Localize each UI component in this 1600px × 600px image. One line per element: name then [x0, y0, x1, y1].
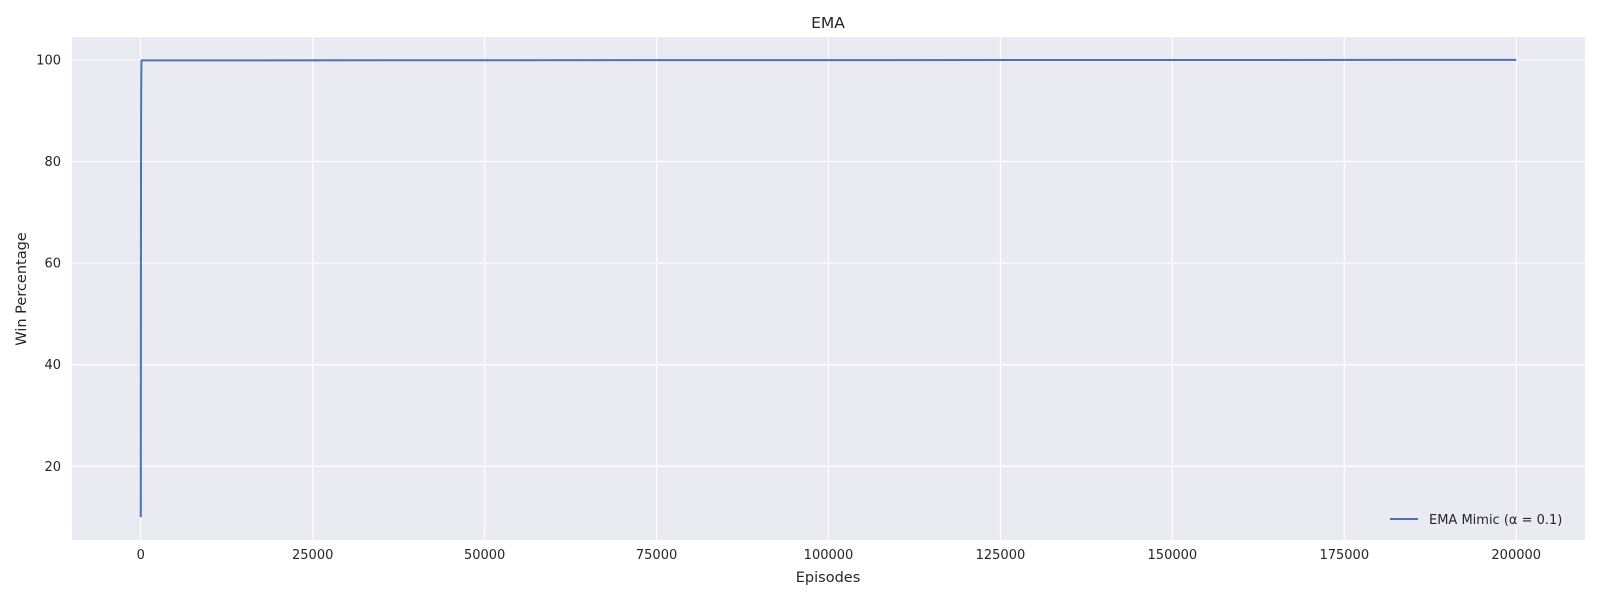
- x-tick-label: 150000: [1148, 548, 1198, 563]
- y-tick-label: 20: [44, 460, 61, 475]
- series-line: [139, 58, 1517, 518]
- y-tick-label: 60: [44, 257, 61, 272]
- x-tick-label: 100000: [804, 548, 854, 563]
- series-layer: [139, 58, 1517, 518]
- y-tick-label: 80: [44, 155, 61, 170]
- x-tick-labels: 0 25000 50000 75000 100000 125000 150000 175000…: [137, 548, 1541, 563]
- x-axis-label: Episodes: [796, 570, 861, 586]
- y-axis-label: Win Percentage: [14, 232, 30, 345]
- chart-title: EMA: [811, 14, 845, 32]
- x-tick-label: 25000: [292, 548, 333, 563]
- y-tick-label: 100: [36, 53, 61, 68]
- x-tick-label: 125000: [976, 548, 1026, 563]
- x-tick-label: 75000: [636, 548, 677, 563]
- y-tick-labels: 20 40 60 80 100: [36, 53, 61, 474]
- y-tick-label: 40: [44, 358, 61, 373]
- x-tick-label: 175000: [1319, 548, 1369, 563]
- x-tick-label: 200000: [1491, 548, 1541, 563]
- legend: EMA Mimic (α = 0.1): [1390, 513, 1562, 528]
- x-tick-label: 50000: [464, 548, 505, 563]
- legend-label: EMA Mimic (α = 0.1): [1429, 513, 1562, 528]
- x-tick-label: 0: [137, 548, 145, 563]
